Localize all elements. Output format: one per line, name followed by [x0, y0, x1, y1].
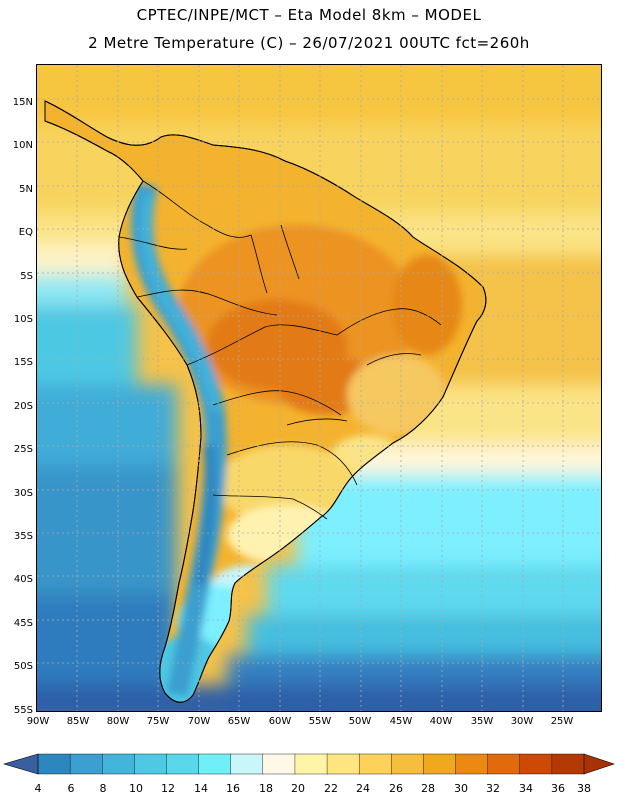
colorbar-label: 26 [389, 782, 403, 795]
colorbar-cell [230, 753, 264, 775]
lat-label: 45S [13, 618, 33, 629]
colorbar-cell [134, 753, 168, 775]
colorbar-cell [423, 753, 457, 775]
colorbar-label: 12 [161, 782, 175, 795]
graticule [37, 65, 601, 711]
lon-label: 50W [348, 716, 372, 727]
lon-label: 65W [227, 716, 251, 727]
colorbar-cell [391, 753, 425, 775]
lat-label: 10N [12, 140, 33, 151]
map-title: CPTEC/INPE/MCT – Eta Model 8km – MODEL [136, 6, 482, 24]
lat-label: 40S [13, 574, 33, 585]
colorbar-label: 38 [577, 782, 591, 795]
lon-label: 70W [187, 716, 211, 727]
colorbar-label: 20 [291, 782, 305, 795]
colorbar-label: 8 [99, 782, 107, 795]
colorbar [2, 753, 615, 775]
colorbar-cell [102, 753, 136, 775]
colorbar-cell [551, 753, 585, 775]
colorbar-label: 10 [129, 782, 143, 795]
colorbar-label: 24 [356, 782, 370, 795]
lon-label: 80W [106, 716, 130, 727]
colorbar-label: 36 [551, 782, 565, 795]
colorbar-cell [166, 753, 200, 775]
lat-label: EQ [18, 227, 33, 238]
colorbar-cell [37, 753, 71, 775]
lon-label: 45W [389, 716, 413, 727]
lat-label: 55S [13, 705, 33, 716]
lon-label: 75W [146, 716, 170, 727]
lat-label: 15N [12, 97, 33, 108]
lat-label: 15S [13, 357, 33, 368]
colorbar-label: 32 [486, 782, 500, 795]
map-subtitle: 2 Metre Temperature (C) – 26/07/2021 00U… [88, 34, 530, 52]
colorbar-over-arrow [583, 753, 615, 775]
lat-label: 30S [13, 488, 33, 499]
lon-label: 30W [510, 716, 534, 727]
lat-label: 35S [13, 531, 33, 542]
lon-label: 35W [470, 716, 494, 727]
lat-label: 25S [13, 444, 33, 455]
colorbar-label: 22 [324, 782, 338, 795]
colorbar-label: 14 [194, 782, 208, 795]
colorbar-under-arrow [2, 753, 39, 775]
colorbar-label: 4 [34, 782, 42, 795]
temperature-field [37, 65, 601, 711]
lat-label: 5S [20, 271, 33, 282]
lat-label: 50S [13, 661, 33, 672]
temperature-map [36, 64, 602, 712]
colorbar-label: 28 [421, 782, 435, 795]
colorbar-label: 18 [259, 782, 273, 795]
colorbar-label: 16 [226, 782, 240, 795]
colorbar-cell [198, 753, 232, 775]
lon-label: 40W [429, 716, 453, 727]
colorbar-cell [69, 753, 103, 775]
lon-label: 60W [268, 716, 292, 727]
ocean-temperature-bands [37, 65, 601, 711]
country-borders [118, 180, 442, 520]
colorbar-cell [326, 753, 360, 775]
lon-label: 55W [308, 716, 332, 727]
colorbar-label: 6 [67, 782, 75, 795]
lat-label: 5N [19, 184, 33, 195]
colorbar-cell [262, 753, 296, 775]
lon-label: 90W [26, 716, 50, 727]
lon-label: 25W [550, 716, 574, 727]
lat-label: 20S [13, 401, 33, 412]
colorbar-cell [455, 753, 489, 775]
colorbar-cell [358, 753, 392, 775]
colorbar-cell [294, 753, 328, 775]
colorbar-cell [487, 753, 521, 775]
lat-label: 10S [13, 314, 33, 325]
coastline [44, 100, 487, 703]
colorbar-label: 30 [454, 782, 468, 795]
colorbar-label: 34 [519, 782, 533, 795]
lon-label: 85W [66, 716, 90, 727]
colorbar-cell [519, 753, 553, 775]
